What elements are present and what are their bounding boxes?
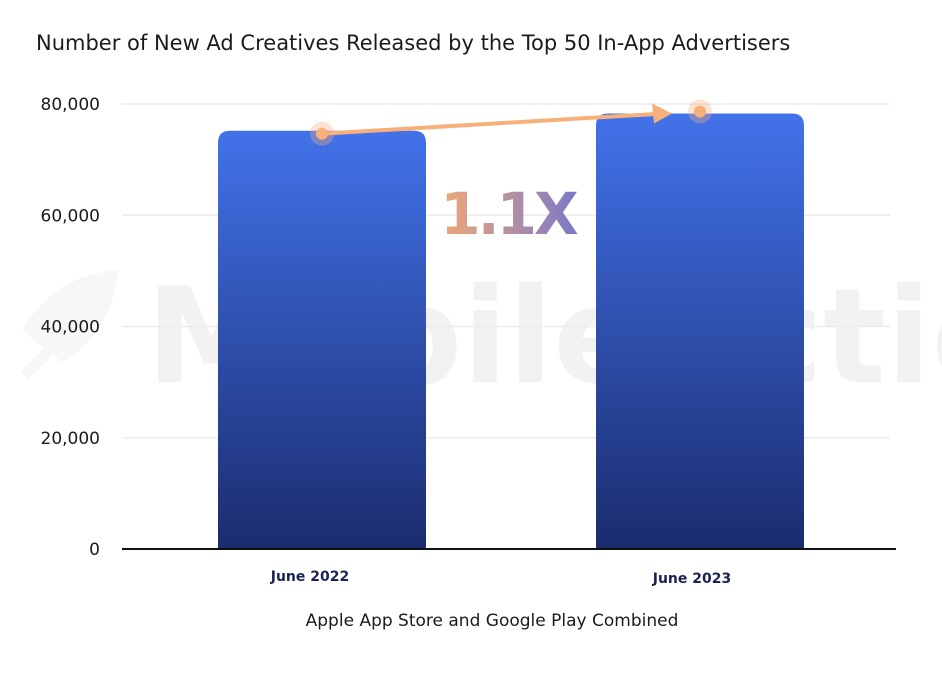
arrow-line [320, 111, 660, 136]
end-dot [694, 105, 706, 118]
bar [596, 113, 804, 550]
x-axis-ticks: June 2022 June 2023 [270, 569, 731, 587]
bars [218, 113, 804, 550]
y-tick-label: 80,000 [41, 95, 100, 115]
chart-title: Number of New Ad Creatives Released by t… [36, 31, 790, 55]
growth-multiplier-label: 1.1X [440, 180, 578, 248]
growth-arrow [310, 99, 712, 146]
y-tick-label: 0 [89, 540, 100, 560]
start-dot [316, 127, 328, 140]
y-axis-ticks: 0 20,000 40,000 60,000 80,000 [41, 95, 100, 560]
y-tick-label: 60,000 [41, 206, 100, 226]
y-tick-label: 40,000 [41, 318, 100, 338]
arrow-head-icon [652, 103, 672, 124]
y-tick-label: 20,000 [41, 429, 100, 449]
x-tick-label: June 2022 [270, 569, 349, 585]
x-axis-label: Apple App Store and Google Play Combined [306, 611, 679, 631]
bar [218, 130, 426, 549]
x-tick-label: June 2023 [652, 571, 731, 587]
rocket-logo-icon [20, 270, 118, 380]
